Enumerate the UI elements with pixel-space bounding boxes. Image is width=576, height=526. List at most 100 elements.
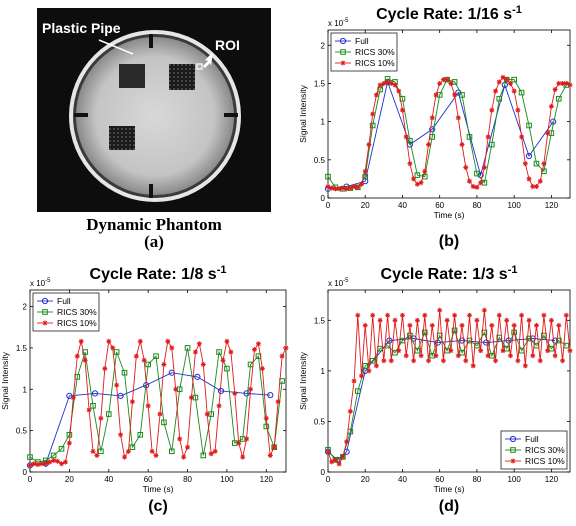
data-point [325,173,331,180]
data-point [236,440,242,446]
data-point [184,345,191,351]
data-point [507,80,513,86]
pipe-label: Plastic Pipe [42,20,121,36]
data-point [82,357,88,363]
data-point [500,74,506,80]
series-star [27,338,289,468]
data-point [451,327,458,334]
data-point [354,388,361,394]
data-point [522,161,528,167]
data-point [418,180,424,186]
data-point [240,454,246,460]
data-point [440,358,446,364]
data-point [332,457,338,463]
data-point [407,322,413,328]
data-point [381,80,387,86]
data-point [399,312,405,318]
y-exponent-sup: -5 [343,18,349,24]
data-point [407,137,413,144]
data-point [74,353,80,359]
data-point [399,107,405,113]
data-point [563,312,569,318]
data-point [377,317,383,323]
legend-label: Full [525,434,539,444]
data-point [422,168,428,174]
data-point [418,353,424,359]
data-point [493,88,499,94]
data-point [474,170,480,177]
y-axis-label: Signal Intensity [298,84,308,142]
x-tick-label: 0 [28,475,33,484]
chart-title: Cycle Rate: 1/3 s-1 [381,264,518,283]
data-point [481,164,487,170]
data-point [133,353,139,359]
chart-title-main: Cycle Rate: 1/8 s [90,266,217,283]
data-point [216,403,222,409]
data-point [359,373,365,379]
data-point [448,348,454,354]
y-tick-label: 1.5 [314,79,326,88]
y-tick-label: 0.5 [16,427,28,436]
data-point [474,317,480,323]
y-axis-label: Signal Intensity [0,351,10,409]
chart-c-svg: Cycle Rate: 1/8 s-1x 10-50 20 40 60 80 100 120… [0,264,289,515]
x-tick-label: 0 [326,201,331,210]
data-point [493,358,499,364]
data-point [347,408,353,414]
data-point [110,345,116,351]
data-point [157,411,163,417]
data-point [62,459,68,465]
data-point [267,391,274,399]
data-point [556,322,562,328]
data-point [66,440,72,446]
data-point [500,348,506,354]
data-point [325,449,331,455]
data-point [429,126,436,133]
y-tick-label: 0 [23,468,28,477]
data-point [344,439,350,445]
x-tick-label: 120 [545,201,559,210]
roi-marker [196,63,203,70]
data-point [455,353,461,359]
data-point [232,390,238,396]
data-point [366,368,372,374]
data-point [161,361,167,367]
data-point [429,322,435,328]
data-point [185,444,191,450]
data-point [519,312,525,318]
data-point [526,176,532,182]
data-point [173,386,179,392]
series-line [327,80,554,190]
data-point [429,115,435,121]
data-point [366,142,372,148]
x-tick-label: 40 [398,201,407,210]
x-axis-label: Time (s) [434,484,465,494]
data-point [35,462,41,468]
data-point [141,357,147,363]
data-point [78,338,84,344]
data-point [537,358,543,364]
data-point [340,185,346,191]
data-point [481,307,487,313]
data-point [403,134,409,140]
data-point [411,176,417,182]
x-tick-label: 60 [435,475,444,484]
data-point [437,80,443,86]
phantom-image: Plastic Pipe ROI [37,8,271,212]
data-point [392,82,398,88]
data-point [212,448,218,454]
data-point [515,107,521,113]
chart-title-main: Cycle Rate: 1/3 s [381,266,508,283]
data-point [466,178,472,184]
y-exponent-label: x 10-5 [328,278,349,288]
legend-label: RICS 30% [525,445,565,455]
data-point [105,411,112,417]
data-point [533,322,539,328]
y-tick-label: 1 [23,385,28,394]
data-point [556,80,562,86]
roi-label: ROI [215,37,240,53]
data-point [137,338,143,344]
data-point [433,92,439,98]
